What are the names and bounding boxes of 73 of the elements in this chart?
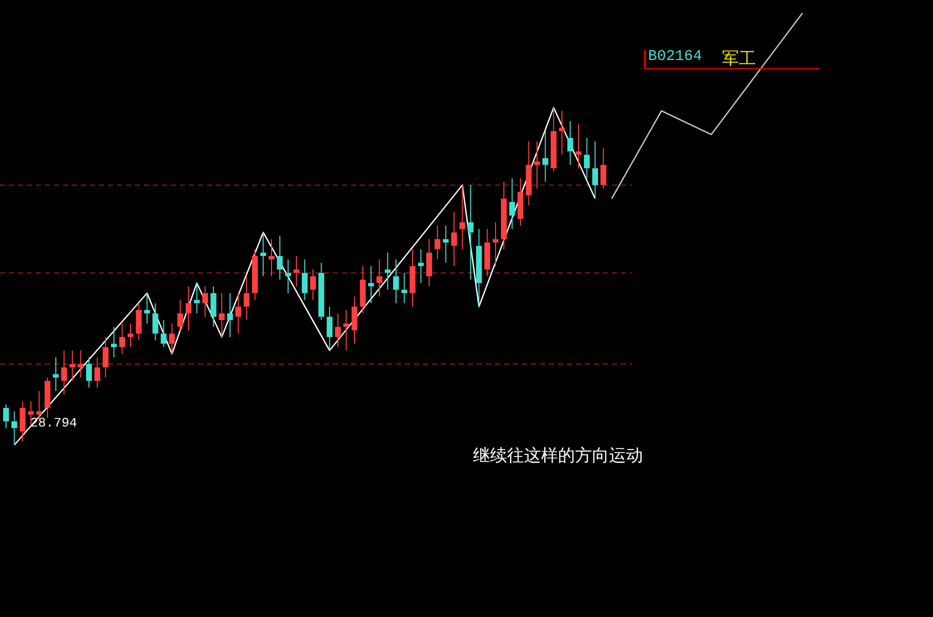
candlestick — [202, 286, 208, 318]
candlestick — [3, 404, 9, 429]
candlestick — [318, 262, 324, 321]
candlestick — [484, 228, 490, 277]
candlestick — [86, 356, 92, 388]
candlestick — [177, 299, 184, 331]
candlestick — [69, 350, 76, 382]
candlestick — [186, 286, 192, 331]
candlestick — [442, 225, 449, 264]
candlestick — [584, 137, 590, 179]
candlestick — [44, 377, 50, 418]
candlestick — [128, 323, 134, 348]
candlestick — [194, 282, 200, 314]
candlestick — [294, 256, 300, 287]
candlestick — [393, 258, 399, 304]
candlestick — [576, 124, 582, 169]
candlestick — [534, 140, 540, 189]
candlestick — [426, 238, 432, 287]
candlestick — [152, 302, 158, 341]
candlestick — [418, 248, 424, 284]
text: 军工 — [722, 48, 756, 70]
candlestick — [559, 110, 565, 156]
candlestick — [285, 258, 292, 294]
candlestick — [260, 232, 266, 277]
candlestick — [252, 248, 258, 300]
candlestick — [136, 302, 142, 341]
candlestick — [78, 350, 84, 378]
candlestick — [451, 212, 457, 267]
candlestick — [52, 356, 59, 392]
candlestick — [169, 323, 175, 354]
candlestick — [550, 107, 557, 172]
candlestick — [368, 266, 374, 304]
candlestick — [20, 400, 26, 442]
candlestick — [526, 140, 532, 206]
candlestick — [509, 178, 516, 230]
candlestick — [235, 292, 242, 334]
text: 继续往这样的方向运动 — [473, 445, 643, 467]
candlestick — [352, 296, 358, 344]
candlestick — [459, 184, 466, 250]
candlestick — [227, 292, 233, 338]
candlestick — [61, 350, 67, 395]
candlestick — [119, 323, 126, 354]
candlestick — [592, 140, 598, 200]
candlestick — [542, 130, 548, 182]
candlestick — [434, 225, 440, 260]
candlestick — [360, 266, 366, 314]
candlestick — [302, 258, 308, 300]
candlestick — [334, 312, 341, 348]
candlestick — [310, 269, 316, 300]
candlestick — [376, 258, 382, 297]
candlestick — [210, 286, 216, 328]
candlestick — [144, 292, 150, 324]
candlestick — [567, 120, 574, 166]
candlestick — [518, 178, 524, 226]
candlestick — [343, 310, 350, 351]
candlestick — [102, 336, 108, 378]
candlestick — [476, 228, 482, 308]
candlestick — [11, 410, 18, 446]
candlestick — [160, 320, 167, 348]
candlestick — [94, 356, 100, 388]
candlestick — [326, 306, 332, 351]
candlestick — [410, 248, 416, 308]
candlestick — [600, 148, 606, 189]
candlestick — [276, 235, 283, 280]
text: B02164 — [648, 48, 702, 65]
candlestick — [468, 184, 474, 280]
candlestick — [384, 252, 391, 290]
candlestick — [218, 292, 225, 338]
candlestick — [110, 326, 117, 358]
candlestick — [492, 222, 498, 267]
candlestick — [244, 276, 250, 321]
candlestick — [500, 181, 507, 250]
candlestick — [268, 238, 274, 277]
